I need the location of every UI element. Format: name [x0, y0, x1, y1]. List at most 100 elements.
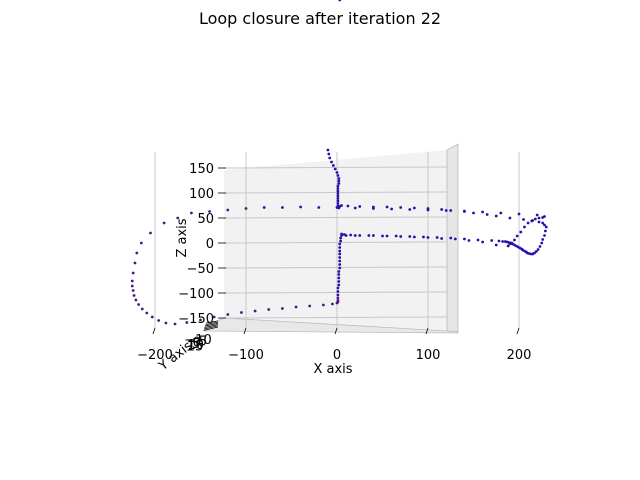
data-point	[212, 315, 216, 319]
data-point	[338, 249, 342, 253]
data-point	[519, 230, 523, 234]
data-point	[533, 217, 537, 221]
data-point	[336, 293, 340, 297]
data-point	[349, 233, 353, 237]
data-point	[523, 225, 526, 229]
data-point	[390, 207, 393, 211]
data-point	[408, 235, 412, 238]
data-point	[336, 296, 340, 300]
data-point	[134, 298, 138, 302]
data-point	[281, 206, 284, 209]
data-point	[385, 205, 389, 209]
x-tick-mark	[152, 327, 156, 335]
y-tick-mark	[204, 323, 219, 327]
data-point	[337, 177, 341, 180]
y-tick-label: 10	[187, 338, 204, 353]
data-point	[185, 321, 189, 324]
data-point	[435, 236, 439, 239]
data-point	[444, 209, 448, 212]
data-point	[336, 174, 340, 177]
data-point	[336, 199, 340, 203]
data-point	[338, 266, 342, 270]
data-point	[412, 235, 416, 239]
data-point	[336, 187, 340, 190]
data-points	[130, 0, 548, 326]
data-point	[467, 239, 471, 242]
data-point	[190, 211, 193, 215]
data-point	[536, 248, 540, 251]
data-point	[543, 234, 546, 237]
data-point	[131, 271, 135, 275]
data-point	[132, 294, 136, 297]
data-point	[476, 238, 480, 242]
data-point	[317, 206, 321, 209]
data-point	[538, 245, 542, 248]
data-point	[267, 308, 271, 311]
data-point	[337, 283, 341, 287]
data-point	[336, 202, 340, 205]
data-point	[335, 301, 339, 305]
z-ticks: 150 100 50 0 −50 −100 −150	[178, 162, 226, 327]
data-point	[176, 216, 180, 220]
data-point	[399, 206, 403, 209]
data-point	[367, 234, 371, 237]
y-tick-label: −10	[184, 333, 211, 348]
data-point	[544, 225, 548, 229]
data-point	[299, 205, 302, 209]
y-tick-label: 5	[192, 337, 200, 352]
x-tick-label: 100	[416, 348, 441, 363]
data-point	[333, 167, 337, 171]
data-point	[338, 0, 342, 2]
chart-title: Loop closure after iteration 22	[199, 9, 441, 28]
x-tick-mark	[516, 327, 520, 335]
data-point	[485, 213, 489, 216]
data-point	[336, 197, 340, 200]
data-point	[340, 232, 343, 236]
data-point	[501, 240, 505, 243]
z-axis-label: Z axis	[175, 218, 190, 257]
data-point	[336, 189, 340, 193]
data-point	[381, 234, 384, 238]
data-point	[226, 313, 230, 316]
data-point	[226, 208, 230, 212]
data-point	[331, 164, 335, 167]
data-point	[372, 234, 375, 237]
data-point	[490, 239, 494, 242]
data-point	[426, 208, 430, 212]
z-tick-label: 100	[189, 187, 214, 202]
data-point	[517, 212, 521, 216]
data-point	[150, 315, 154, 319]
data-point	[208, 210, 212, 213]
data-point	[337, 182, 341, 185]
data-point	[140, 307, 144, 311]
x-tick-label: 0	[333, 348, 341, 363]
data-point	[522, 218, 525, 221]
data-point	[336, 286, 340, 290]
data-point	[131, 289, 135, 292]
data-point	[342, 233, 346, 236]
data-point	[372, 207, 375, 210]
data-point	[135, 251, 139, 255]
data-point	[453, 237, 457, 241]
data-point	[540, 241, 544, 245]
z-gridline	[223, 166, 448, 169]
z-gridline	[223, 291, 448, 294]
data-point	[440, 208, 444, 211]
x-ticks: −200 −100 0 100 200	[137, 327, 531, 363]
data-point	[541, 216, 545, 219]
data-point	[199, 318, 202, 322]
z-gridline	[223, 266, 448, 269]
data-point	[506, 244, 510, 248]
data-point	[130, 279, 134, 283]
data-point	[337, 179, 341, 183]
data-point	[328, 156, 332, 160]
data-point	[353, 234, 357, 237]
data-point	[463, 237, 466, 241]
data-point	[137, 303, 141, 306]
y-tick-label: 0	[193, 336, 201, 351]
data-point	[422, 235, 425, 239]
z-gridline	[223, 241, 448, 244]
data-point	[253, 309, 257, 313]
data-point	[335, 171, 339, 174]
data-point	[164, 321, 168, 325]
